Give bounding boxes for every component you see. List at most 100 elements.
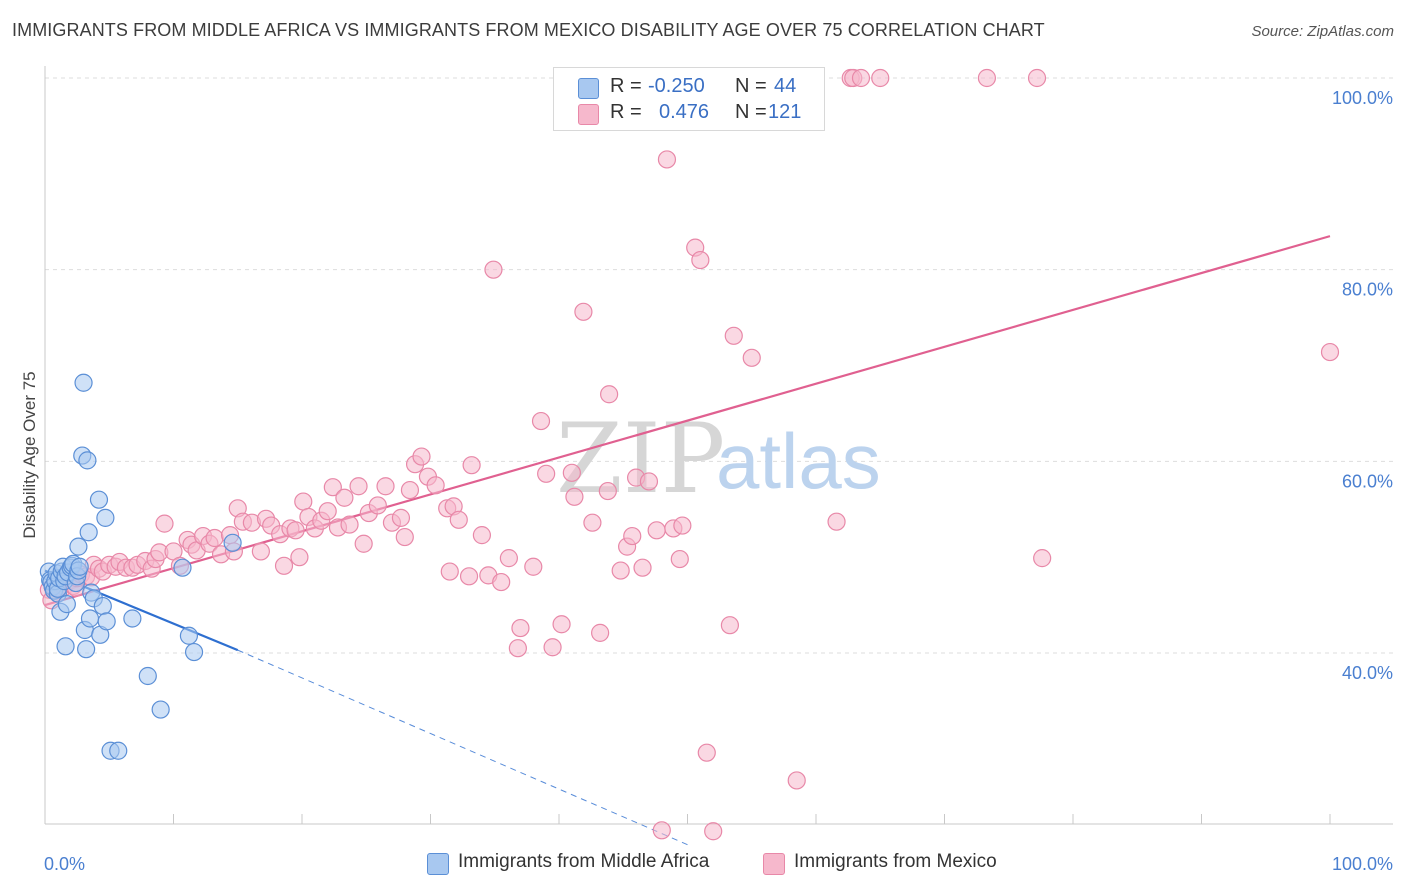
mexico-point (574, 302, 593, 321)
middle-africa-points (39, 373, 242, 760)
y-tick-label: 40.0% (1342, 663, 1393, 683)
middle-africa-point (57, 595, 76, 614)
legend-swatch-pink (763, 853, 785, 875)
mexico-point (691, 250, 710, 270)
mexico-point (286, 521, 305, 540)
mexico-point (647, 521, 666, 540)
y-tick-label: 100.0% (1332, 88, 1393, 108)
mexico-point (376, 477, 395, 496)
mexico-point (543, 638, 562, 657)
middle-africa-point (78, 451, 97, 470)
mexico-point (400, 480, 420, 500)
mexico-point (977, 68, 997, 88)
mexico-point (871, 68, 890, 88)
middle-africa-point (184, 642, 204, 662)
mexico-point (511, 618, 530, 638)
middle-africa-point (56, 637, 75, 656)
mexico-point (673, 516, 692, 535)
mexico-point (472, 526, 491, 545)
mexico-point (492, 572, 511, 592)
mexico-point (633, 558, 652, 577)
mexico-point (623, 526, 642, 546)
middle-africa-point (74, 373, 93, 392)
mexico-point (440, 562, 459, 581)
legend-r-value: -0.250 (648, 75, 705, 97)
middle-africa-point (77, 640, 96, 659)
mexico-point (720, 616, 740, 635)
mexico-point (368, 496, 387, 515)
mexico-point (1033, 549, 1052, 568)
legend-n-value: 44 (774, 75, 797, 97)
mexico-point (657, 150, 677, 169)
chart-title: IMMIGRANTS FROM MIDDLE AFRICA VS IMMIGRA… (12, 20, 1045, 40)
mexico-points (39, 68, 1340, 841)
legend-swatch-blue (427, 853, 449, 875)
middle-africa-point (109, 741, 128, 760)
middle-africa-point (79, 523, 98, 542)
mexico-point (484, 260, 503, 279)
mexico-point (1320, 342, 1340, 362)
mexico-point (274, 556, 294, 575)
mexico-point (787, 771, 806, 790)
axes (44, 66, 1393, 825)
mexico-point (524, 557, 543, 576)
grid (45, 77, 1393, 654)
legend-n-label: N = (735, 101, 767, 123)
mexico-point (426, 476, 445, 495)
middle-africa-point (96, 508, 115, 527)
mexico-point (335, 488, 354, 507)
mexico-point (583, 513, 602, 532)
mexico-point (1027, 68, 1047, 88)
mexico-point (537, 464, 556, 483)
legend-label-middle-africa: Immigrants from Middle Africa (458, 851, 710, 872)
mexico-point (591, 623, 610, 642)
mexico-point (639, 472, 659, 491)
legend-n-label: N = (735, 75, 767, 97)
mexico-point (340, 515, 359, 534)
legend-r-label: R = (610, 75, 642, 97)
mexico-point (349, 477, 368, 496)
middle-africa-point (123, 609, 142, 628)
middle-africa-point (138, 666, 157, 686)
mexico-point (704, 822, 723, 841)
mexico-point (449, 510, 468, 529)
y-tick-label: 60.0% (1342, 471, 1393, 491)
mexico-point (290, 548, 309, 567)
mexico-point (155, 514, 174, 533)
middle-africa-point (89, 490, 109, 509)
mexico-point (205, 528, 224, 548)
mexico-point (742, 348, 761, 367)
legend-swatch-blue (578, 78, 599, 99)
watermark-atlas: atlas (716, 417, 881, 505)
y-tick-label: 80.0% (1342, 280, 1393, 300)
mexico-point (670, 549, 689, 569)
mexico-point (600, 385, 619, 404)
source-label: Source: ZipAtlas.com (1251, 23, 1394, 40)
middle-africa-point (70, 557, 89, 576)
mexico-point (459, 567, 479, 586)
mexico-point (499, 549, 518, 568)
middle-africa-point (80, 609, 100, 628)
mexico-point (611, 561, 630, 580)
y-axis-title: Disability Age Over 75 (20, 371, 39, 538)
x-tick-label: 0.0% (44, 854, 85, 874)
mexico-point (552, 615, 571, 634)
mexico-point (851, 68, 871, 88)
mexico-point (395, 527, 414, 547)
mexico-point (323, 478, 342, 497)
middle-africa-point (69, 537, 88, 556)
middle-africa-point (179, 626, 199, 645)
middle-africa-point (173, 558, 192, 577)
middle-africa-point (93, 596, 112, 616)
mexico-point (462, 456, 481, 475)
mexico-point (724, 326, 743, 345)
mexico-point (562, 463, 581, 482)
mexico-point (508, 639, 527, 658)
mexico-point (251, 542, 270, 561)
middle-africa-point (97, 612, 116, 631)
legend-n-value: 121 (768, 101, 802, 123)
mexico-point (652, 821, 671, 840)
mexico-point (565, 487, 584, 506)
correlation-legend: R = -0.250 N = 44 R = 0.476 N = 121 (553, 67, 825, 131)
